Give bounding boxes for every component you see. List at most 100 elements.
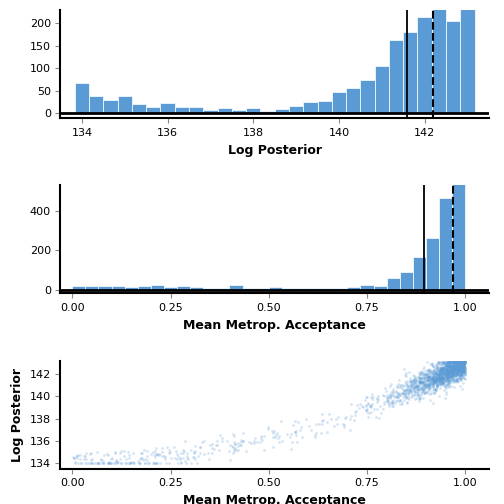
- Point: [448, 371, 456, 379]
- Point: [406, 387, 414, 395]
- Point: [413, 379, 421, 387]
- Point: [451, 369, 459, 377]
- Point: [411, 379, 419, 387]
- Point: [426, 376, 434, 384]
- Point: [110, 459, 118, 467]
- Point: [421, 380, 429, 388]
- Point: [446, 359, 454, 367]
- Point: [445, 365, 453, 373]
- Point: [459, 368, 467, 376]
- Point: [80, 452, 88, 460]
- Point: [450, 366, 458, 374]
- Bar: [289, 106, 303, 113]
- Point: [458, 358, 466, 366]
- Point: [433, 381, 441, 389]
- Point: [453, 367, 461, 375]
- Point: [171, 454, 179, 462]
- Point: [432, 375, 440, 384]
- Point: [455, 358, 463, 366]
- Point: [435, 368, 444, 376]
- Point: [444, 367, 452, 375]
- Point: [452, 364, 460, 372]
- Point: [430, 386, 438, 394]
- Point: [420, 389, 428, 397]
- Point: [453, 358, 461, 366]
- Point: [441, 374, 449, 382]
- Point: [449, 372, 457, 380]
- Point: [383, 396, 391, 404]
- Point: [434, 371, 443, 380]
- Point: [261, 432, 269, 440]
- Point: [443, 363, 451, 371]
- Point: [459, 366, 467, 374]
- Point: [237, 438, 245, 447]
- Point: [239, 429, 247, 437]
- Point: [97, 455, 105, 463]
- Point: [453, 368, 461, 376]
- Point: [381, 384, 389, 392]
- Point: [425, 382, 433, 390]
- Point: [433, 364, 441, 372]
- Point: [431, 386, 439, 394]
- Point: [386, 391, 394, 399]
- Point: [130, 459, 138, 467]
- Point: [77, 459, 85, 467]
- Point: [446, 373, 454, 382]
- Point: [443, 360, 451, 368]
- Bar: [216, 288, 229, 290]
- Point: [446, 371, 454, 379]
- Point: [458, 358, 466, 366]
- Point: [445, 369, 453, 377]
- Point: [139, 456, 147, 464]
- Point: [367, 403, 375, 411]
- Point: [448, 368, 456, 376]
- Point: [205, 455, 213, 463]
- Point: [419, 379, 427, 387]
- Point: [461, 358, 469, 366]
- Point: [183, 449, 191, 457]
- Point: [442, 371, 450, 379]
- Point: [429, 370, 437, 379]
- Point: [443, 371, 451, 380]
- Point: [435, 381, 444, 389]
- Point: [455, 358, 463, 366]
- Point: [405, 388, 413, 396]
- Point: [160, 452, 168, 460]
- Point: [458, 370, 466, 378]
- Point: [443, 365, 451, 373]
- Point: [449, 362, 457, 370]
- Point: [260, 447, 268, 455]
- Point: [429, 377, 437, 386]
- Point: [436, 382, 445, 390]
- Point: [445, 365, 453, 373]
- Point: [455, 361, 463, 369]
- Point: [423, 388, 431, 396]
- Point: [456, 362, 464, 370]
- Point: [314, 420, 323, 428]
- Point: [450, 358, 458, 366]
- Point: [451, 365, 459, 373]
- Point: [445, 376, 453, 384]
- Point: [456, 360, 464, 368]
- Point: [444, 373, 452, 382]
- Point: [458, 358, 466, 366]
- Point: [454, 367, 462, 375]
- Point: [461, 358, 469, 366]
- Point: [456, 364, 464, 372]
- Point: [435, 376, 444, 385]
- Point: [435, 375, 443, 383]
- Point: [448, 373, 456, 381]
- Point: [383, 393, 391, 401]
- Point: [453, 358, 461, 366]
- Point: [437, 374, 446, 382]
- Point: [425, 375, 433, 383]
- Point: [342, 413, 350, 421]
- Point: [445, 358, 453, 366]
- Point: [208, 444, 216, 452]
- Point: [420, 389, 428, 397]
- Point: [457, 366, 465, 374]
- Point: [438, 360, 446, 368]
- Point: [459, 358, 467, 366]
- Point: [461, 363, 469, 371]
- Point: [87, 459, 95, 467]
